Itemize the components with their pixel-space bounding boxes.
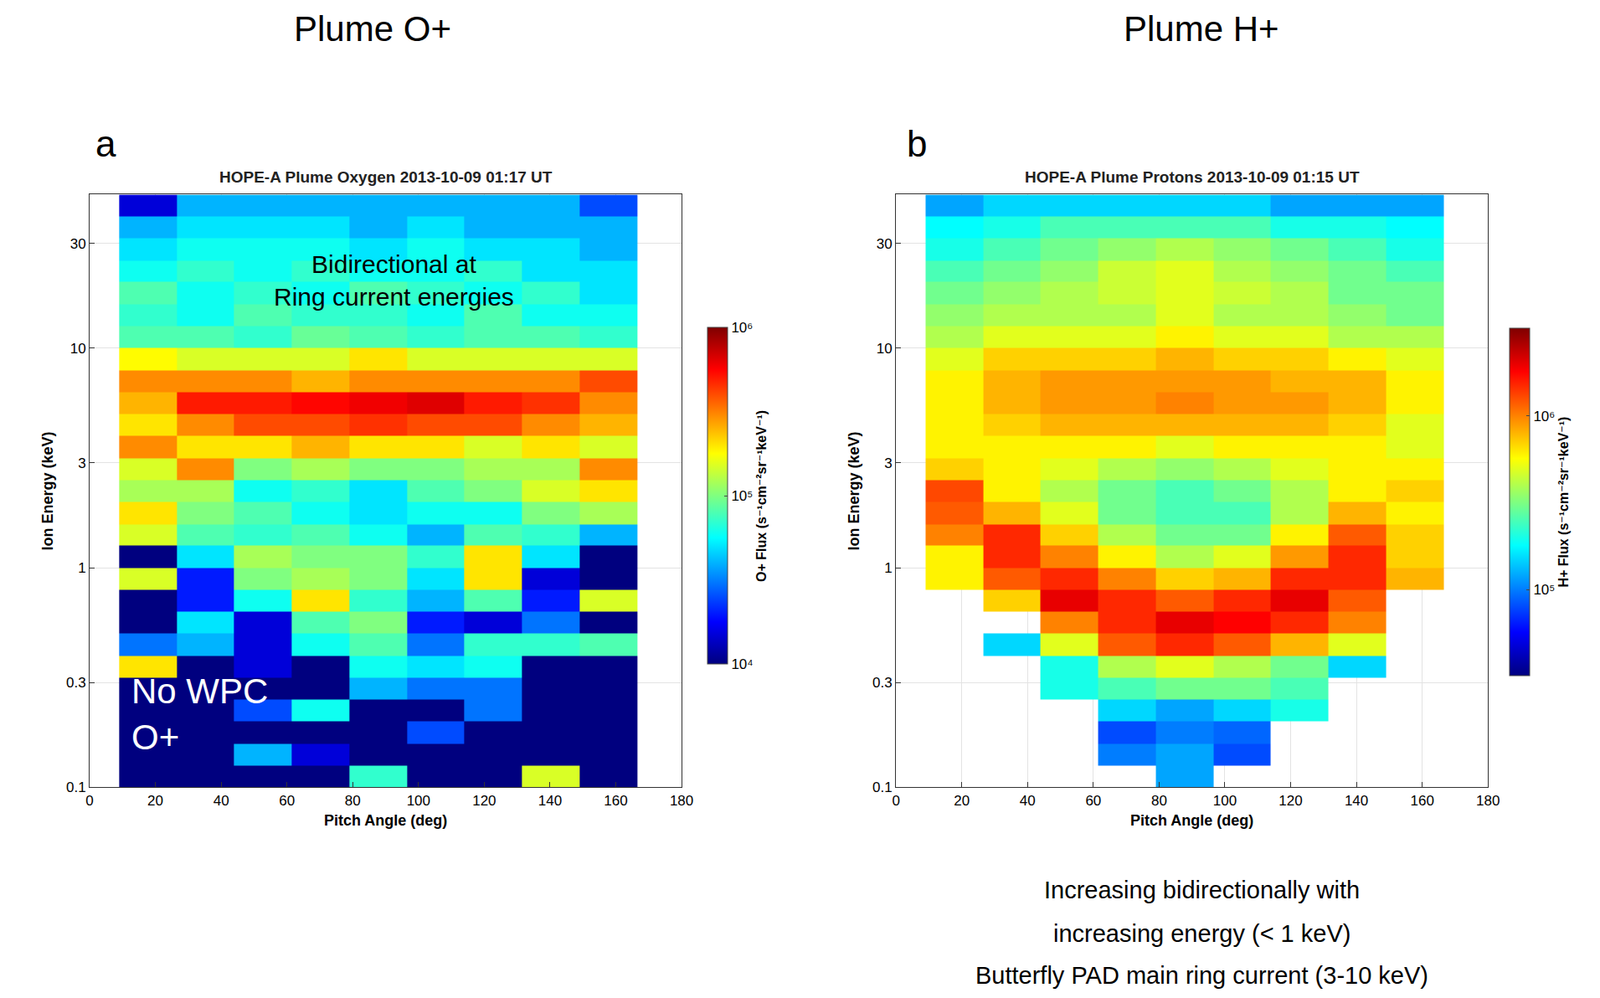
svg-text:20: 20 [147,792,164,809]
svg-text:increasing energy (< 1 keV): increasing energy (< 1 keV) [1053,920,1351,947]
svg-text:30: 30 [70,236,87,253]
svg-text:120: 120 [1278,792,1302,809]
svg-text:3: 3 [884,455,892,472]
svg-text:Ion Energy (keV): Ion Energy (keV) [845,431,863,551]
svg-text:Pitch Angle (deg): Pitch Angle (deg) [324,812,448,829]
svg-text:40: 40 [213,792,230,809]
svg-text:10: 10 [876,340,893,357]
svg-text:Ion Energy (keV): Ion Energy (keV) [39,431,57,551]
svg-text:180: 180 [669,792,694,809]
svg-text:3: 3 [77,455,86,472]
svg-text:0.1: 0.1 [872,779,893,796]
svg-text:1: 1 [884,560,892,577]
svg-text:100: 100 [1213,792,1237,809]
svg-text:Pitch Angle (deg): Pitch Angle (deg) [1130,812,1254,829]
svg-text:10⁶: 10⁶ [1533,408,1555,425]
svg-text:80: 80 [1151,792,1168,809]
svg-text:Bidirectional atRing current e: Bidirectional atRing current energies [273,250,515,311]
svg-text:10⁶: 10⁶ [730,319,753,336]
svg-text:160: 160 [1409,792,1434,809]
svg-text:1: 1 [77,560,86,577]
svg-text:60: 60 [278,792,295,809]
svg-text:O+ Flux (s⁻¹cm⁻²sr⁻¹keV⁻¹): O+ Flux (s⁻¹cm⁻²sr⁻¹keV⁻¹) [754,410,769,582]
svg-text:10⁴: 10⁴ [730,656,753,673]
svg-text:140: 140 [1344,792,1369,809]
svg-text:100: 100 [406,792,431,809]
svg-text:120: 120 [472,792,496,809]
svg-text:0.3: 0.3 [872,674,893,691]
svg-text:0.1: 0.1 [66,779,87,796]
svg-text:b: b [906,123,927,165]
svg-text:160: 160 [603,792,628,809]
svg-text:30: 30 [876,236,893,253]
svg-text:140: 140 [538,792,562,809]
svg-text:10⁵: 10⁵ [1533,581,1555,598]
svg-text:HOPE-A Plume Oxygen 2013-10-09: HOPE-A Plume Oxygen 2013-10-09 01:17 UT [219,168,553,186]
svg-text:H+ Flux (s⁻¹cm⁻²sr⁻¹keV⁻¹): H+ Flux (s⁻¹cm⁻²sr⁻¹keV⁻¹) [1556,416,1571,588]
svg-text:80: 80 [344,792,361,809]
svg-text:10⁵: 10⁵ [730,488,753,505]
svg-text:HOPE-A Plume Protons 2013-10-0: HOPE-A Plume Protons 2013-10-09 01:15 UT [1024,168,1360,186]
svg-text:0: 0 [891,792,900,809]
svg-text:Plume O+: Plume O+ [293,9,452,49]
svg-text:Increasing bidirectionally wit: Increasing bidirectionally with [1044,876,1360,904]
svg-text:Plume H+: Plume H+ [1123,9,1280,49]
svg-text:a: a [95,123,117,165]
svg-text:Butterfly PAD main ring curren: Butterfly PAD main ring current (3-10 ke… [975,962,1429,989]
svg-text:40: 40 [1019,792,1036,809]
svg-text:10: 10 [70,340,87,357]
svg-text:No WPCO+: No WPCO+ [131,671,268,757]
svg-text:20: 20 [953,792,970,809]
svg-text:0.3: 0.3 [66,674,87,691]
svg-text:180: 180 [1476,792,1500,809]
svg-text:60: 60 [1085,792,1101,809]
svg-text:0: 0 [85,792,93,809]
